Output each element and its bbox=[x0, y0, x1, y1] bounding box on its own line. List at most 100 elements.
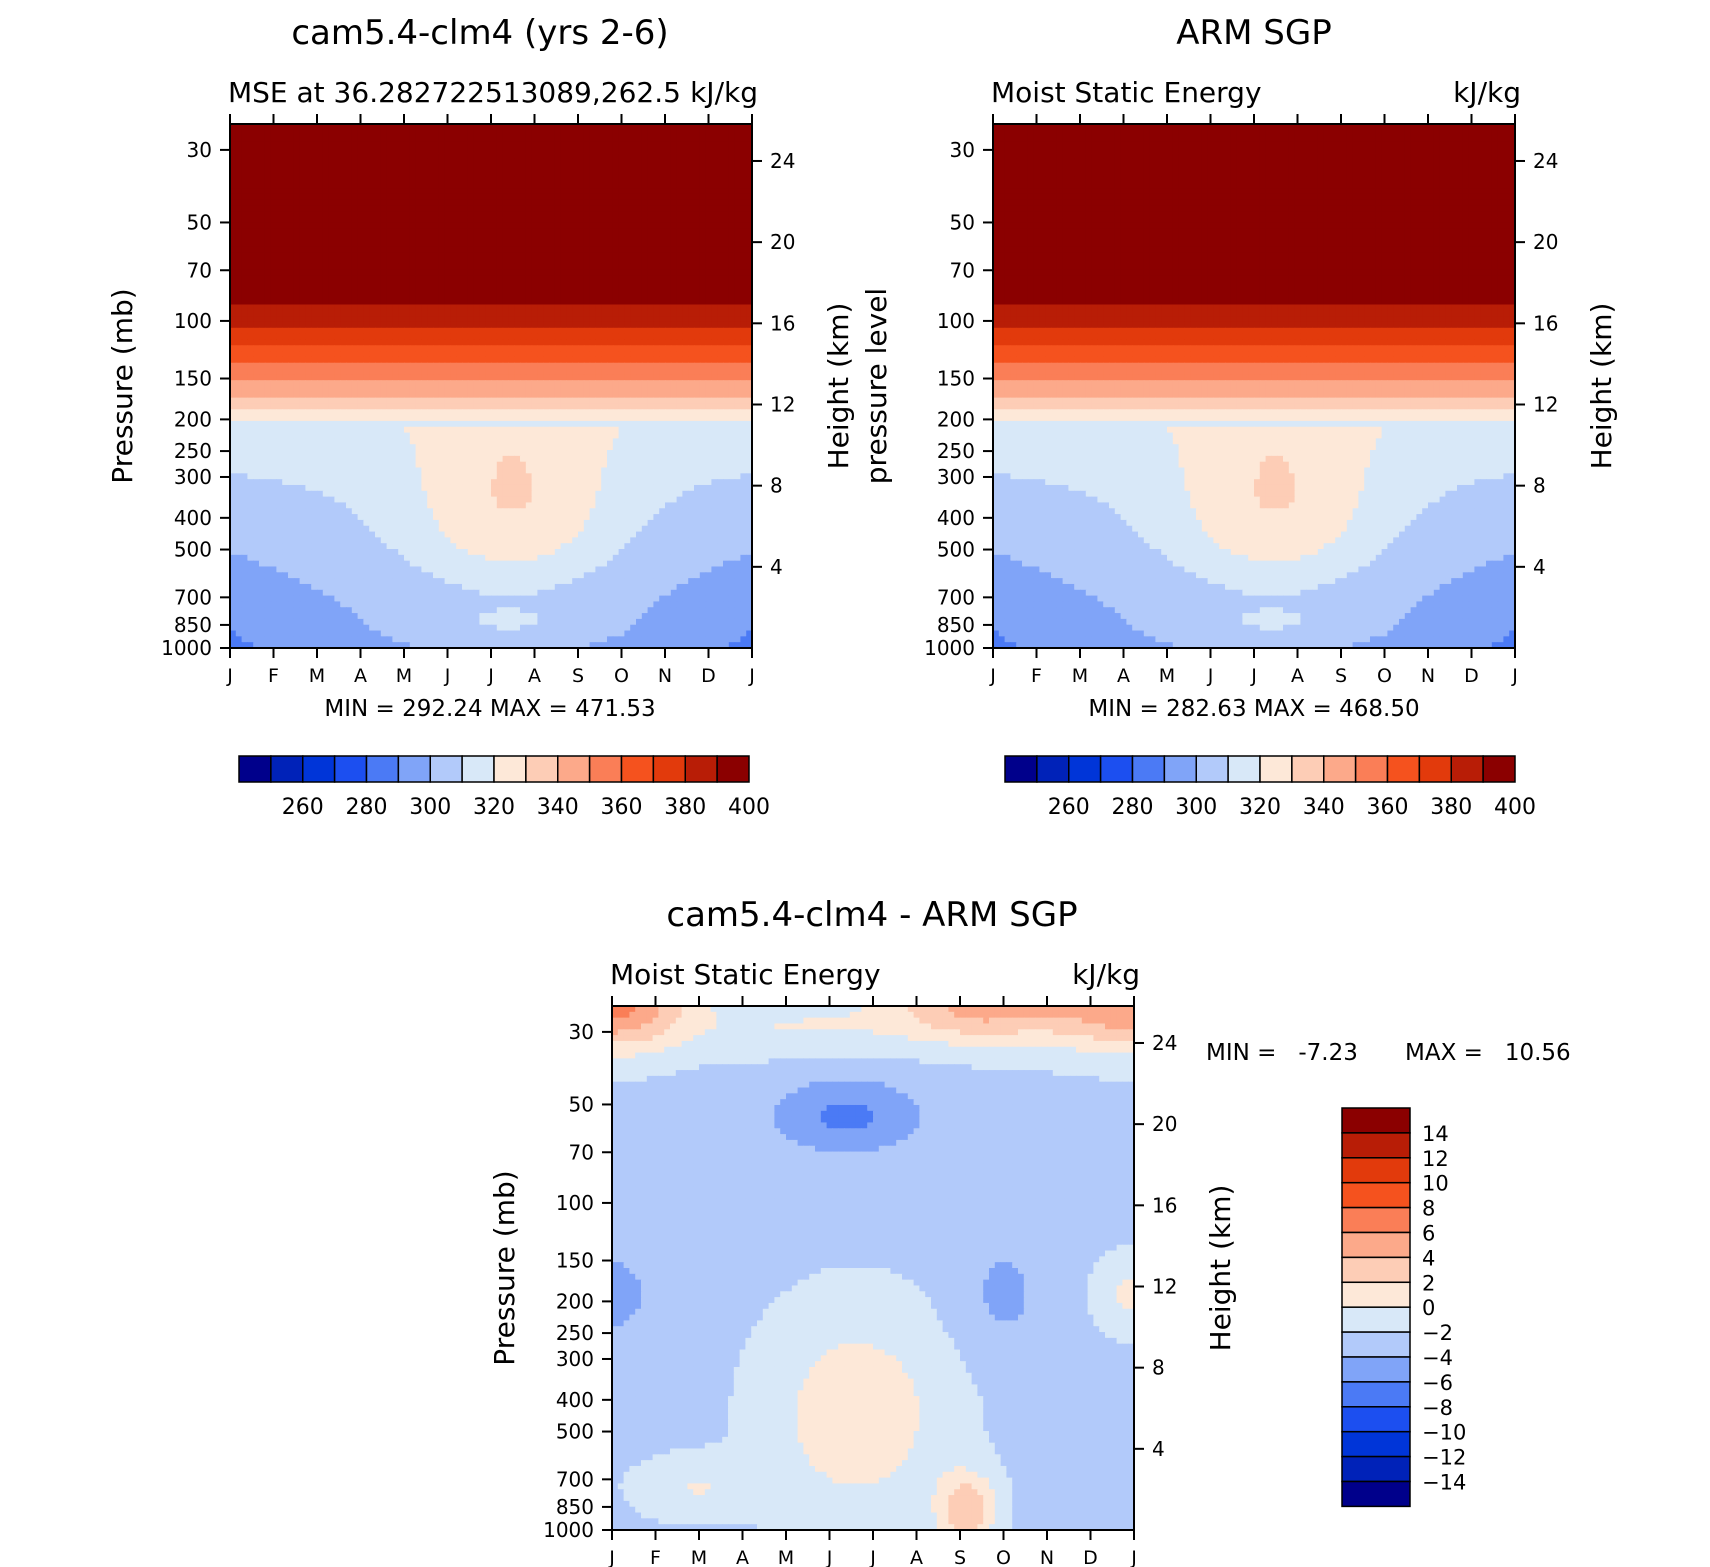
contour-cell bbox=[636, 124, 643, 131]
contour-cell bbox=[363, 228, 370, 236]
contour-cell bbox=[230, 432, 237, 439]
contour-cell bbox=[264, 386, 272, 393]
contour-cell bbox=[456, 147, 463, 154]
contour-cell bbox=[311, 345, 318, 352]
contour-cell bbox=[502, 386, 509, 393]
contour-cell bbox=[462, 234, 469, 242]
contour-cell bbox=[276, 356, 283, 364]
contour-cell bbox=[583, 362, 591, 370]
contour-cell bbox=[682, 135, 689, 143]
contour-cell bbox=[717, 374, 724, 381]
contour-cell bbox=[676, 275, 683, 282]
contour-cell bbox=[717, 211, 724, 218]
contour-cell bbox=[357, 240, 364, 247]
contour-cell bbox=[705, 362, 712, 370]
contour-cell bbox=[253, 339, 260, 346]
contour-cell bbox=[583, 281, 591, 288]
contour-cell bbox=[641, 397, 649, 405]
contour-cell bbox=[694, 345, 701, 352]
contour-cell bbox=[543, 321, 550, 329]
contour-cell bbox=[375, 275, 382, 282]
contour-cell bbox=[589, 269, 596, 276]
contour-cell bbox=[467, 228, 475, 236]
contour-cell bbox=[473, 386, 480, 393]
contour-cell bbox=[433, 415, 440, 422]
contour-cell bbox=[235, 164, 243, 172]
contour-cell bbox=[288, 368, 295, 375]
contour-cell bbox=[612, 438, 620, 445]
contour-cell bbox=[415, 409, 422, 416]
contour-cell bbox=[566, 240, 573, 247]
contour-cell bbox=[282, 176, 289, 183]
contour-cell bbox=[253, 234, 260, 242]
contour-cell bbox=[230, 316, 237, 323]
contour-cell bbox=[734, 386, 741, 393]
contour-cell bbox=[514, 199, 521, 207]
contour-cell bbox=[264, 252, 272, 259]
contour-cell bbox=[293, 304, 301, 311]
contour-cell bbox=[322, 327, 330, 335]
contour-cell bbox=[409, 339, 417, 346]
contour-cell bbox=[653, 304, 660, 311]
contour-cell bbox=[479, 217, 486, 224]
contour-cell bbox=[433, 193, 440, 201]
contour-cell bbox=[328, 304, 335, 311]
contour-cell bbox=[670, 263, 678, 271]
contour-cell bbox=[479, 176, 486, 183]
contour-cell bbox=[398, 170, 405, 177]
contour-cell bbox=[520, 182, 527, 189]
contour-cell bbox=[386, 356, 393, 364]
contour-cell bbox=[433, 438, 440, 445]
contour-cell bbox=[496, 205, 504, 212]
contour-cell bbox=[317, 362, 324, 370]
contour-cell bbox=[670, 217, 678, 224]
contour-cell bbox=[363, 327, 370, 335]
contour-cell bbox=[711, 386, 718, 393]
contour-cell bbox=[259, 339, 266, 346]
contour-cell bbox=[375, 240, 382, 247]
contour-cell bbox=[740, 397, 747, 405]
contour-cell bbox=[369, 182, 376, 189]
contour-cell bbox=[595, 409, 602, 416]
contour-cell bbox=[537, 217, 544, 224]
contour-cell bbox=[531, 380, 538, 387]
contour-cell bbox=[369, 153, 376, 160]
contour-cell bbox=[583, 228, 591, 236]
contour-cell bbox=[740, 164, 747, 172]
contour-cell bbox=[525, 129, 533, 137]
contour-cell bbox=[537, 153, 544, 160]
contour-cell bbox=[665, 304, 672, 311]
contour-cell bbox=[607, 257, 614, 265]
contour-cell bbox=[572, 158, 579, 166]
contour-cell bbox=[392, 438, 399, 445]
contour-cell bbox=[734, 205, 741, 212]
contour-cell bbox=[386, 327, 393, 335]
contour-cell bbox=[322, 287, 330, 294]
contour-cell bbox=[659, 339, 666, 346]
contour-cell bbox=[346, 269, 353, 276]
contour-cell bbox=[462, 269, 469, 276]
contour-cell bbox=[409, 129, 417, 137]
contour-cell bbox=[340, 147, 347, 154]
contour-cell bbox=[740, 124, 747, 131]
contour-cell bbox=[363, 252, 370, 259]
contour-cell bbox=[317, 205, 324, 212]
contour-cell bbox=[746, 281, 752, 288]
contour-cell bbox=[334, 426, 341, 434]
contour-cell bbox=[282, 339, 289, 346]
contour-cell bbox=[607, 409, 614, 416]
contour-cell bbox=[444, 292, 451, 300]
contour-cell bbox=[711, 339, 718, 346]
contour-cell bbox=[247, 298, 254, 306]
contour-cell bbox=[386, 182, 393, 189]
contour-cell bbox=[618, 263, 625, 271]
contour-cell bbox=[554, 275, 562, 282]
contour-cell bbox=[450, 356, 457, 364]
contour-cell bbox=[299, 124, 306, 131]
contour-cell bbox=[247, 403, 254, 410]
contour-cell bbox=[525, 327, 533, 335]
contour-cell bbox=[676, 298, 683, 306]
contour-cell bbox=[375, 170, 382, 177]
contour-cell bbox=[636, 193, 643, 201]
contour-cell bbox=[357, 316, 364, 323]
